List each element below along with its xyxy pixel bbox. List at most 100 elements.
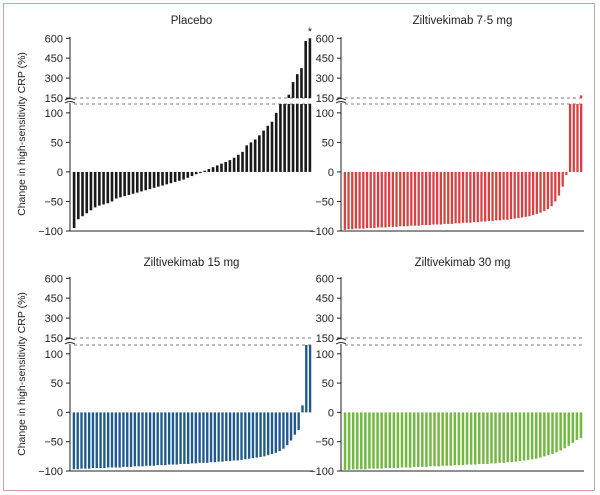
bar — [408, 412, 412, 468]
y-tick-label: 300 — [45, 313, 63, 325]
bar — [232, 157, 236, 172]
bar — [301, 405, 304, 413]
bar — [72, 171, 76, 229]
bar — [343, 171, 346, 230]
bar — [518, 412, 522, 462]
bar — [279, 104, 282, 172]
bar — [506, 171, 509, 220]
bar — [535, 171, 538, 214]
bar — [498, 171, 502, 221]
bar — [498, 412, 501, 463]
bar — [308, 104, 312, 172]
bar — [141, 412, 144, 467]
bar — [293, 412, 297, 435]
bar — [110, 412, 114, 468]
bar — [122, 412, 125, 467]
bar — [465, 171, 468, 223]
bar — [458, 171, 461, 224]
bar — [388, 412, 392, 469]
y-tick-label: −50 — [44, 196, 63, 208]
bar — [118, 412, 121, 468]
y-tick-label: −50 — [315, 196, 334, 208]
y-tick-label: 100 — [45, 349, 63, 361]
bar — [103, 412, 106, 469]
bar — [433, 412, 436, 467]
bar — [305, 345, 308, 413]
y-tick-label: 450 — [45, 53, 63, 65]
bar — [524, 171, 527, 217]
bar — [175, 412, 178, 465]
panel-title: Ziltivekimab 15 mg — [144, 257, 240, 269]
bar — [259, 412, 262, 457]
chart-panel-1: Placebo 600 450 300 150 100 50 0 −50 −100 Change i… — [16, 15, 313, 238]
figure-frame — [3, 3, 595, 491]
bar — [476, 171, 479, 223]
axis-break-mark — [335, 338, 347, 341]
bar — [119, 171, 122, 198]
axis-break-mark — [335, 98, 347, 101]
y-tick-label: 50 — [322, 137, 334, 149]
y-tick-label: 100 — [316, 349, 334, 361]
bar — [211, 167, 215, 172]
bar — [343, 412, 347, 470]
bar — [388, 171, 391, 227]
y-tick-label: 0 — [57, 167, 63, 179]
bar — [228, 412, 232, 462]
bar — [249, 142, 253, 172]
bar — [95, 412, 98, 469]
bar — [543, 171, 546, 211]
y-tick-label: 300 — [45, 73, 63, 85]
bar — [81, 171, 84, 217]
y-tick-label: 50 — [322, 378, 334, 390]
bar — [173, 171, 177, 182]
bar — [355, 412, 359, 470]
bar — [266, 125, 270, 172]
bar — [351, 171, 354, 230]
y-tick-label: 0 — [57, 407, 63, 419]
bar — [522, 412, 526, 461]
bar — [461, 412, 465, 466]
panel-title: Ziltivekimab 7·5 mg — [413, 15, 513, 27]
bar — [274, 412, 277, 453]
bar — [270, 121, 274, 172]
bar — [417, 171, 420, 226]
bar — [156, 412, 159, 466]
bar — [123, 171, 126, 197]
bar — [576, 104, 579, 172]
bar — [140, 171, 143, 192]
bar — [400, 412, 404, 468]
bar — [148, 412, 152, 466]
bar — [215, 165, 219, 172]
bar — [561, 171, 564, 187]
bar — [84, 412, 87, 469]
bar — [396, 412, 400, 469]
bar-upper-segment — [295, 74, 299, 98]
bar — [169, 171, 173, 184]
bar-upper-segment — [291, 82, 295, 98]
bar — [258, 135, 261, 172]
y-tick-label: −100 — [309, 226, 334, 238]
bar — [551, 412, 554, 455]
y-tick-label: −50 — [315, 437, 334, 449]
bar — [372, 412, 375, 469]
bar — [555, 412, 558, 453]
bar — [546, 171, 550, 210]
bar — [274, 112, 278, 172]
bar — [98, 171, 101, 206]
bar — [568, 104, 572, 172]
bar — [406, 171, 409, 227]
bar — [513, 171, 516, 219]
bar — [171, 412, 175, 465]
bar — [376, 171, 380, 228]
bar — [547, 412, 550, 456]
y-tick-label: 450 — [316, 293, 334, 305]
bar — [486, 412, 489, 464]
y-tick-label: 0 — [328, 407, 334, 419]
bar — [424, 171, 428, 226]
bar — [502, 171, 505, 220]
bar — [432, 171, 435, 225]
bar — [152, 412, 156, 466]
bar — [300, 104, 303, 172]
y-tick-label: −100 — [309, 466, 334, 478]
bar — [439, 171, 442, 225]
